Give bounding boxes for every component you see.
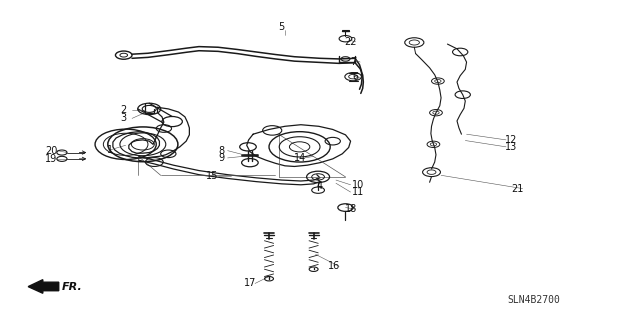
Text: 4: 4	[317, 182, 323, 191]
Text: 2: 2	[120, 105, 127, 115]
Text: 13: 13	[505, 142, 517, 152]
Text: 14: 14	[294, 153, 306, 163]
Text: 17: 17	[244, 278, 256, 288]
Text: 18: 18	[344, 204, 356, 214]
Text: 15: 15	[205, 171, 218, 181]
Text: 10: 10	[352, 180, 364, 190]
Text: 5: 5	[278, 22, 285, 32]
Polygon shape	[28, 280, 59, 293]
Text: 20: 20	[45, 146, 57, 156]
Text: 22: 22	[344, 37, 357, 47]
Text: FR.: FR.	[62, 282, 83, 292]
Text: 3: 3	[121, 113, 127, 123]
Text: SLN4B2700: SLN4B2700	[507, 295, 560, 305]
Text: 21: 21	[511, 184, 524, 194]
Text: 7: 7	[351, 57, 357, 67]
Text: 9: 9	[219, 153, 225, 163]
Text: 12: 12	[505, 135, 517, 145]
Text: 16: 16	[328, 261, 340, 271]
Text: 19: 19	[45, 154, 57, 164]
Text: 1: 1	[107, 145, 113, 155]
Text: 11: 11	[352, 187, 364, 197]
Text: 6: 6	[352, 72, 358, 82]
Text: 8: 8	[219, 146, 225, 156]
